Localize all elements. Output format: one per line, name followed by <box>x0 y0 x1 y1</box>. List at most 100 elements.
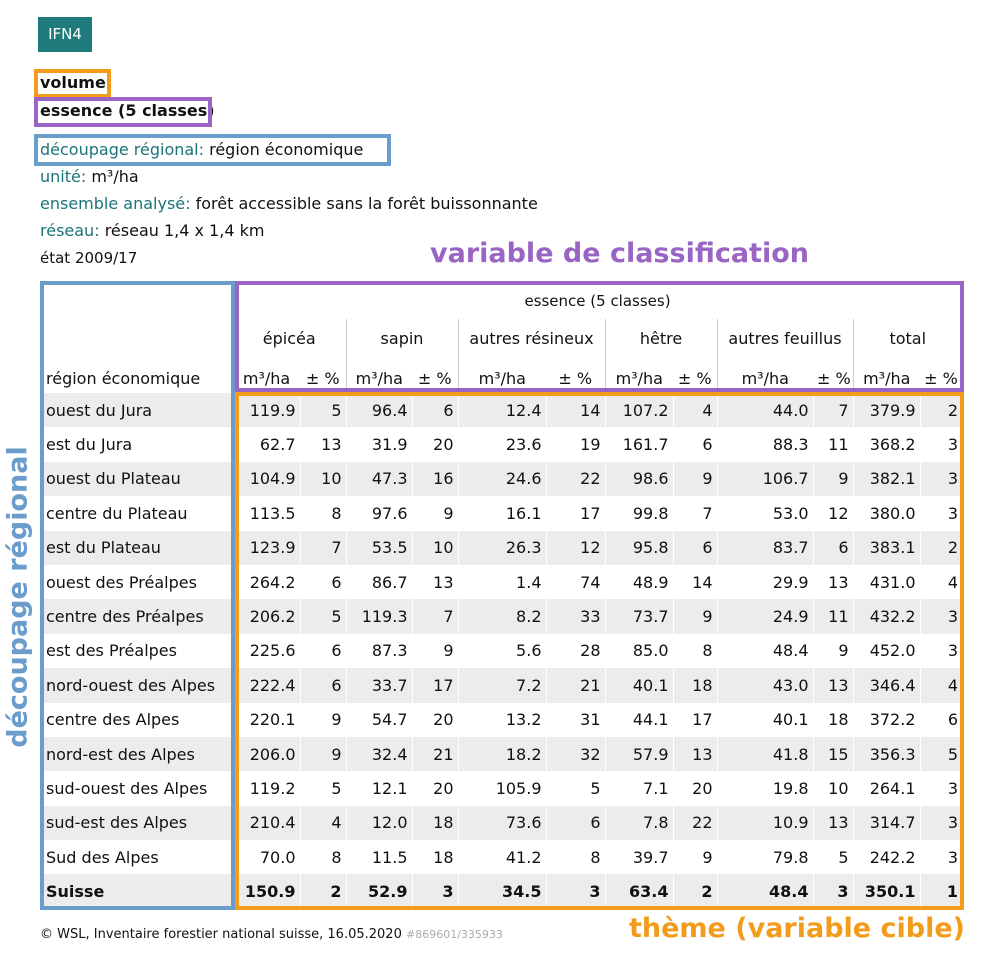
value-cell: 13 <box>812 668 853 703</box>
data-row: centre des Préalpes 206.2 5 119.3 7 8.2 33 73.7… <box>42 599 963 634</box>
value-cell: 5 <box>545 771 605 806</box>
value-cell: 22 <box>672 805 717 841</box>
value-cell: 18 <box>672 668 717 703</box>
value-cell: 21 <box>545 668 605 703</box>
value-cell: 7 <box>411 599 458 634</box>
value-cell: 19 <box>545 427 605 462</box>
value-cell: 264.2 <box>232 564 300 600</box>
value-cell: 225.6 <box>232 633 300 669</box>
data-row: Suisse 150.9 2 52.9 3 34.5 3 63.4 2 48.4 3 350.1 1 <box>42 874 963 909</box>
value-cell: 3 <box>919 599 963 634</box>
value-cell: 33.7 <box>345 668 412 703</box>
value-cell: 206.2 <box>232 599 300 634</box>
region-cell: ouest des Préalpes <box>46 572 197 592</box>
value-cell: 6 <box>812 530 853 565</box>
value-cell: 24.9 <box>716 599 813 634</box>
value-cell: 17 <box>545 496 605 531</box>
data-table: essence (5 classes) épicéa sapin autres rés… <box>42 283 963 909</box>
value-cell: 8 <box>299 496 346 531</box>
copyright: © WSL, Inventaire forestier national sui… <box>40 927 402 942</box>
value-cell: 3 <box>411 874 458 909</box>
value-cell: 372.2 <box>852 702 920 737</box>
theme-selection: volume <box>40 73 106 92</box>
value-cell: 62.7 <box>232 427 300 462</box>
meta-line: unité: m³/ha <box>40 167 139 186</box>
value-cell: 3 <box>919 840 963 875</box>
value-cell: 97.6 <box>345 496 412 531</box>
data-row: ouest du Plateau 104.9 10 47.3 16 24.6 22 98.6 9… <box>42 461 963 497</box>
value-cell: 432.2 <box>852 599 920 634</box>
value-cell: 11.5 <box>345 840 412 875</box>
column-header: épicéa <box>262 328 316 348</box>
column-header: hêtre <box>604 319 717 357</box>
region-cell: centre des Alpes <box>46 710 180 730</box>
region-cell: sud-ouest des Alpes <box>46 778 208 798</box>
subheader: m³/ha <box>604 357 673 393</box>
value-cell: 7.8 <box>604 805 673 841</box>
value-cell: 88.3 <box>716 427 813 462</box>
value-cell: 5.6 <box>457 633 546 669</box>
meta-value: réseau 1,4 x 1,4 km <box>104 221 265 240</box>
region-cell: ouest du Plateau <box>42 461 233 497</box>
value-cell: 17 <box>672 702 717 737</box>
header-row: épicéa sapin autres résineux hêtre autres fe… <box>42 319 963 357</box>
value-cell: 95.8 <box>604 530 673 565</box>
value-cell: 3 <box>919 633 963 669</box>
value-cell: 356.3 <box>852 736 920 772</box>
value-cell: 2 <box>672 874 717 909</box>
value-cell: 4 <box>919 564 963 600</box>
classification-selection: essence (5 classes) <box>40 101 215 120</box>
value-cell: 87.3 <box>345 633 412 669</box>
value-cell: 210.4 <box>232 805 300 841</box>
value-cell: 83.7 <box>716 530 813 565</box>
value-cell: 52.9 <box>345 874 412 909</box>
value-cell: 41.8 <box>716 736 813 772</box>
meta-line: réseau: réseau 1,4 x 1,4 km <box>40 221 264 240</box>
value-cell: 8 <box>672 633 717 669</box>
footer: © WSL, Inventaire forestier national sui… <box>40 927 503 942</box>
value-cell: 9 <box>299 736 346 772</box>
value-cell: 23.6 <box>457 427 546 462</box>
value-cell: 47.3 <box>345 461 412 497</box>
classification-annotation: variable de classification <box>430 238 809 269</box>
data-row: sud-est des Alpes 210.4 4 12.0 18 73.6 6 7.8 22 1… <box>42 805 963 841</box>
classification-frame <box>34 97 212 127</box>
value-cell: 7.1 <box>604 771 673 806</box>
value-cell: 28 <box>545 633 605 669</box>
value-cell: 6 <box>672 427 717 462</box>
value-cell: 39.7 <box>604 840 673 875</box>
value-cell: 9 <box>672 599 717 634</box>
value-cell: 6 <box>411 393 458 428</box>
value-cell: 106.7 <box>716 461 813 497</box>
value-cell: 314.7 <box>852 805 920 841</box>
value-cell: 63.4 <box>604 874 673 909</box>
value-cell: 3 <box>919 496 963 531</box>
theme-frame <box>34 69 111 98</box>
header-row: région économique m³/ha ± % m³/ha ± % m³/ha ± … <box>42 357 962 393</box>
value-cell: 104.9 <box>232 461 300 497</box>
value-cell: 48.4 <box>716 874 813 909</box>
region-cell: nord-ouest des Alpes <box>42 668 233 703</box>
value-cell: 119.2 <box>232 771 300 806</box>
header-frame <box>235 281 964 392</box>
value-cell: 9 <box>672 461 717 497</box>
value-cell: 7 <box>299 530 346 565</box>
value-cell: 12 <box>812 496 853 531</box>
value-cell: 53.5 <box>345 530 412 565</box>
subheader: m³/ha <box>852 357 920 393</box>
value-cell: 2 <box>299 874 346 909</box>
value-cell: 1 <box>919 874 963 909</box>
value-cell: 57.9 <box>604 736 673 772</box>
value-cell: 13 <box>411 564 458 600</box>
subheader: m³/ha <box>242 369 291 388</box>
value-cell: 20 <box>411 771 458 806</box>
subheader: m³/ha <box>716 357 813 393</box>
region-cell: centre du Plateau <box>46 503 188 523</box>
value-cell: 206.0 <box>232 736 300 772</box>
value-cell: 14 <box>672 564 717 600</box>
value-cell: 20 <box>672 771 717 806</box>
theme-annotation: thème (variable cible) <box>628 913 965 944</box>
footer-id: #869601/335933 <box>405 928 503 941</box>
value-cell: 346.4 <box>852 668 920 703</box>
value-cell: 48.9 <box>604 564 673 600</box>
